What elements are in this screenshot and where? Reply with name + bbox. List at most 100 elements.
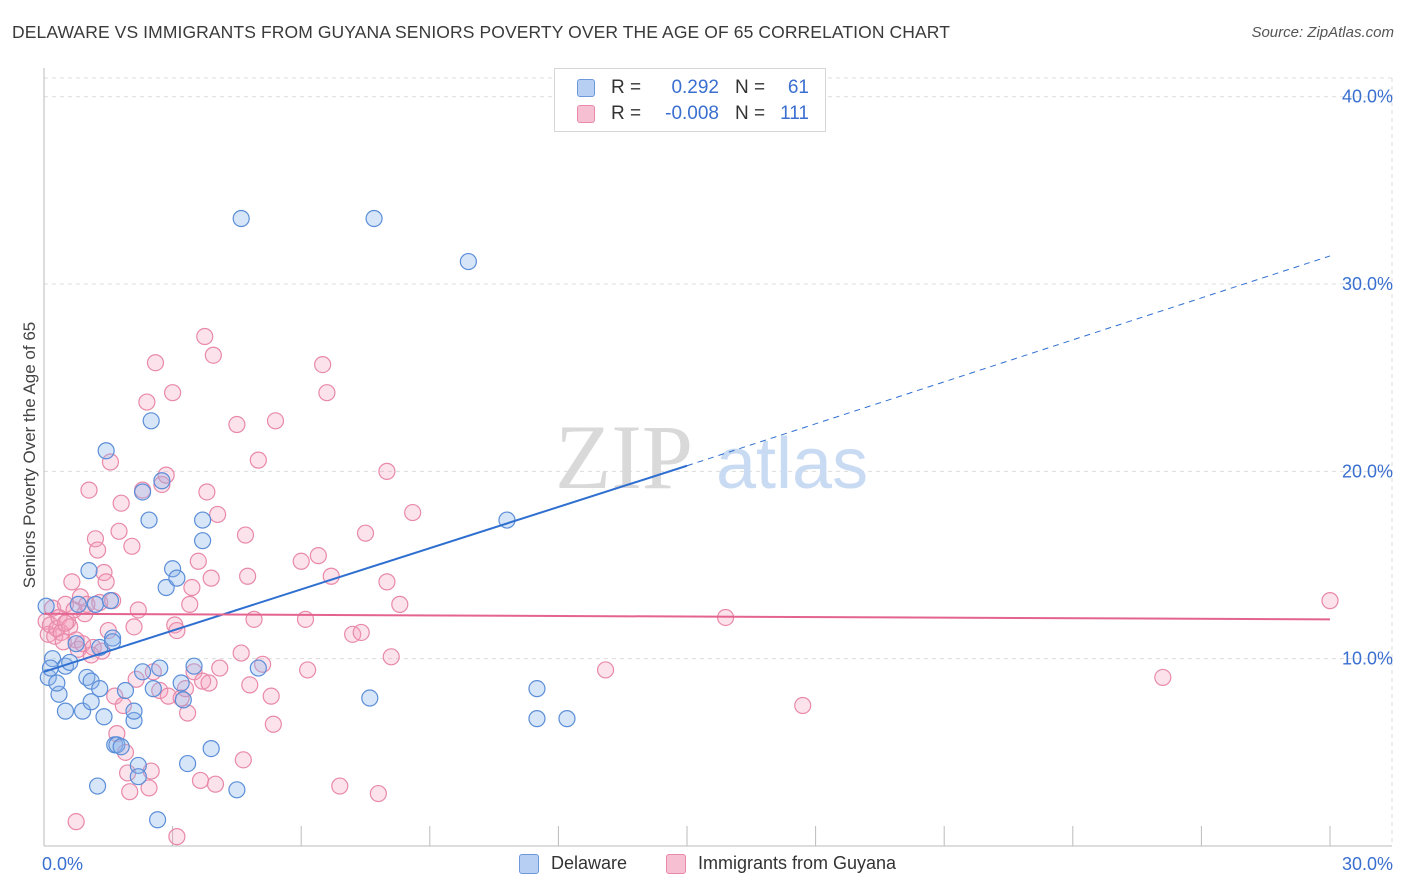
guyana-point xyxy=(404,503,422,522)
delaware-point xyxy=(133,663,152,681)
delaware-point xyxy=(37,597,55,615)
guyana-trend-line xyxy=(43,612,1331,621)
guyana-point xyxy=(318,384,336,402)
delaware-point xyxy=(88,777,107,795)
guyana-point xyxy=(88,541,107,559)
guyana-point xyxy=(296,610,315,628)
delaware-point xyxy=(228,781,246,799)
delaware-point xyxy=(232,209,250,228)
guyana-point xyxy=(179,704,197,722)
guyana-point xyxy=(382,648,400,666)
guyana-point xyxy=(234,751,252,769)
delaware-point xyxy=(194,511,212,529)
y-tick-label: 10.0% xyxy=(1342,649,1393,669)
series-label-guyana: Immigrants from Guyana xyxy=(698,853,897,873)
delaware-point xyxy=(61,653,79,672)
guyana-point xyxy=(292,552,310,570)
series-legend: Delaware Immigrants from Guyana xyxy=(0,852,1406,878)
guyana-point xyxy=(121,783,139,801)
guyana-point xyxy=(129,601,147,619)
guyana-point xyxy=(164,384,182,402)
delaware-point xyxy=(82,693,100,711)
delaware-point xyxy=(148,811,167,829)
guyana-point xyxy=(202,569,220,587)
legend-row-delaware: R = 0.292 N = 61 xyxy=(555,75,825,101)
guyana-point xyxy=(200,674,218,692)
grid-layer xyxy=(44,77,1393,846)
source-label: Source: ZipAtlas.com xyxy=(1251,24,1394,41)
delaware-point xyxy=(56,702,75,720)
delaware-point xyxy=(80,562,98,580)
delaware-point xyxy=(133,483,152,501)
guyana-point xyxy=(378,573,396,591)
guyana-point xyxy=(228,415,246,434)
legend-swatch-guyana xyxy=(577,105,595,123)
guyana-point xyxy=(1154,668,1172,687)
legend-n-value: 61 xyxy=(787,77,809,98)
delaware-point xyxy=(129,768,147,786)
guyana-point xyxy=(331,777,349,795)
legend-n-value: 111 xyxy=(780,103,809,124)
delaware-point xyxy=(97,442,115,460)
legend-swatch-delaware xyxy=(577,79,595,97)
guyana-point xyxy=(80,481,98,499)
tick-labels: 10.0% 20.0% 30.0% 40.0% 0.0% 30.0% xyxy=(42,87,1393,874)
legend-r-label: R = xyxy=(611,103,642,124)
delaware-point xyxy=(151,659,169,677)
guyana-points xyxy=(37,327,1339,846)
legend-n-label: N = xyxy=(735,77,766,98)
legend-r-label: R = xyxy=(611,77,642,98)
delaware-point xyxy=(67,635,85,653)
guyana-point xyxy=(112,494,130,512)
delaware-point xyxy=(558,710,576,728)
delaware-point xyxy=(73,702,92,720)
delaware-point xyxy=(361,689,379,707)
guyana-point xyxy=(153,475,171,494)
series-label-delaware: Delaware xyxy=(551,853,628,873)
delaware-point xyxy=(365,209,383,228)
guyana-point xyxy=(211,659,229,677)
guyana-point xyxy=(596,661,615,679)
guyana-point xyxy=(352,623,370,642)
delaware-point xyxy=(528,680,546,698)
guyana-point xyxy=(204,346,222,364)
delaware-point xyxy=(172,674,190,692)
delaware-point xyxy=(194,532,212,550)
delaware-trend-extension xyxy=(686,255,1331,467)
guyana-point xyxy=(101,453,120,471)
guyana-point xyxy=(181,595,199,613)
guyana-point xyxy=(194,672,212,690)
x-tick-label: 30.0% xyxy=(1342,854,1393,874)
delaware-point xyxy=(101,592,120,610)
guyana-point xyxy=(249,451,267,469)
guyana-point xyxy=(151,681,169,700)
delaware-point xyxy=(112,738,130,756)
guyana-point xyxy=(56,614,75,632)
guyana-point xyxy=(125,618,143,636)
guyana-point xyxy=(63,573,81,591)
guyana-point xyxy=(356,524,375,542)
guyana-point xyxy=(146,354,165,372)
guyana-point xyxy=(262,687,280,705)
delaware-point xyxy=(140,511,158,529)
y-tick-label: 40.0% xyxy=(1342,87,1393,107)
guyana-point xyxy=(241,676,259,694)
guyana-point xyxy=(391,595,409,613)
series-swatch-delaware xyxy=(519,854,539,874)
guyana-point xyxy=(794,696,812,715)
watermark-atlas: atlas xyxy=(716,424,868,504)
guyana-point xyxy=(138,393,156,411)
guyana-point xyxy=(299,661,317,679)
guyana-point xyxy=(232,644,250,662)
delaware-point xyxy=(459,252,477,271)
axes-layer xyxy=(43,68,1392,847)
guyana-point xyxy=(168,828,186,846)
guyana-point xyxy=(123,537,141,555)
delaware-point xyxy=(116,681,135,700)
delaware-point xyxy=(69,595,87,613)
delaware-point xyxy=(48,674,66,692)
correlation-legend: R = 0.292 N = 61 R = -0.008 N = 111 xyxy=(554,68,826,132)
y-tick-label: 30.0% xyxy=(1342,274,1393,294)
x-tick-label: 0.0% xyxy=(42,854,83,874)
guyana-point xyxy=(378,462,396,480)
